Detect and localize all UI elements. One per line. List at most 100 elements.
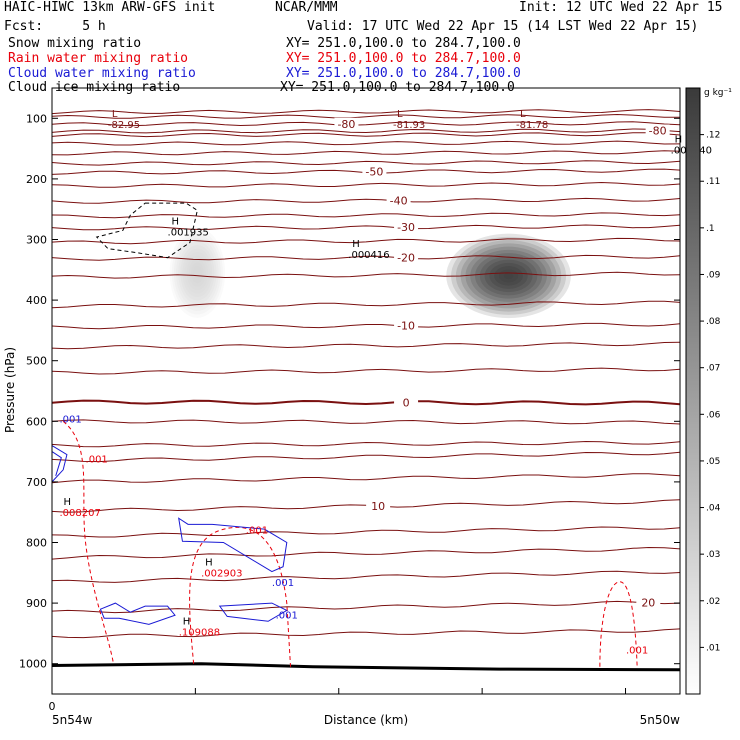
cloudwater-contour-4: [218, 602, 288, 622]
extremum-value-7: .002903: [201, 569, 242, 580]
isotherm-label-2: -50: [365, 166, 383, 179]
isotherm-12: [51, 367, 681, 375]
extremum-letter-3: H: [675, 135, 683, 146]
isotherm-label-bg-2: [362, 165, 387, 177]
y-tick-label-3: 400: [26, 294, 47, 307]
cloudwater-label-0: .001: [59, 415, 81, 426]
isotherm-labeled-4: [51, 224, 681, 231]
isotherm-19: [51, 570, 681, 583]
x-axis-label: Distance (km): [324, 713, 408, 727]
isotherm-label-bg-4: [394, 221, 419, 233]
isotherm-label-8: 10: [371, 500, 385, 513]
isotherm-5: [51, 160, 681, 166]
cloudwater-label-2: .001: [276, 610, 298, 621]
rain-label-0: .001: [86, 455, 108, 466]
isotherm-9: [51, 271, 681, 279]
y-tick-label-9: 1000: [19, 658, 47, 671]
cloud-ice-contour: [95, 202, 198, 259]
extremum-letter-5: H: [352, 239, 360, 250]
cloudwater-contour-2: [178, 517, 288, 573]
isotherm-18: [51, 546, 681, 560]
isotherm-7: [51, 212, 681, 219]
isotherm-20: [51, 628, 681, 639]
colorbar-tick-label-0: .01: [706, 643, 720, 653]
extremum-value-5: .000416: [348, 250, 389, 261]
cloudwater-contour-1: [51, 451, 62, 476]
colorbar: g kg⁻¹ .01 .02 .03 .04 .05 .06 .07 .08 .09 .1 .11.…: [685, 87, 732, 695]
isotherm-11: [51, 341, 681, 350]
isotherm-labeled-9: [51, 600, 681, 614]
init-time: Init: 12 UTC Wed 22 Apr 15: [519, 0, 723, 15]
isotherm-10: [51, 300, 681, 309]
extremum-value-1: -81.93: [393, 120, 425, 131]
extremum-value-0: -82.95: [108, 120, 140, 131]
colorbar-tick-label-4: .05: [706, 457, 720, 467]
rain-contour-1: [189, 526, 292, 667]
colorbar-tick-label-2: .03: [706, 550, 720, 560]
colorbar-tick-label-7: .08: [706, 317, 721, 327]
isotherm-16: [51, 473, 681, 484]
isotherm-labeled-5: [51, 254, 681, 261]
org-label: NCAR/MMM: [275, 0, 338, 15]
extremum-value-2: -81.78: [516, 120, 548, 131]
isotherm-label-1: -80: [649, 124, 667, 137]
cloudwater-contour-3: [99, 602, 176, 625]
colorbar-tick-label-5: .06: [706, 410, 721, 420]
rain-contour-2: [599, 581, 638, 667]
terrain-line: [51, 662, 681, 672]
extremum-value-8: .109088: [179, 627, 220, 638]
isotherm-labeled-3: [51, 197, 681, 204]
isotherm-labeled-0: [51, 121, 681, 127]
field-name-cloudwater: Cloud water mixing ratio: [8, 66, 196, 81]
field-name-snow: Snow mixing ratio: [8, 36, 142, 51]
isotherm-label-9: 20: [641, 596, 655, 609]
extremum-value-4: .001935: [168, 227, 209, 238]
isotherm-label-bg-0: [334, 117, 359, 129]
isotherm-label-bg-5: [394, 251, 419, 263]
field-xy-cloudwater: XY= 251.0,100.0 to 284.7,100.0: [286, 66, 521, 81]
isotherm-label-bg-8: [366, 499, 391, 511]
y-tick-label-0: 100: [26, 112, 47, 125]
isotherm-3: [51, 140, 681, 146]
isotherm-labeled-8: [51, 499, 681, 513]
isotherm-2: [51, 132, 681, 138]
rain-label-1: .001: [246, 525, 268, 536]
colorbar-tick-label-1: .02: [706, 597, 720, 607]
isotherm-4: [51, 150, 681, 156]
isotherm-label-bg-3: [386, 194, 411, 206]
isotherm-label-bg-7: [394, 396, 419, 408]
extremum-letter-6: H: [63, 497, 71, 508]
field-xy-rain: XY= 251.0,100.0 to 284.7,100.0: [286, 51, 521, 66]
colorbar-tick-label-10: .11: [706, 177, 720, 187]
colorbar-tick-label-9: .1: [706, 224, 715, 234]
plot-area: -80-80-50-40-30-20-1001020L-82.95L-81.93…: [51, 109, 712, 672]
colorbar-unit: g kg⁻¹: [704, 88, 732, 98]
isotherm-label-bg-6: [394, 319, 419, 331]
y-tick-label-7: 800: [26, 537, 47, 550]
colorbar-tick-label-11: .12: [706, 131, 720, 141]
isotherm-labeled-1: [51, 128, 681, 134]
y-tick-label-1: 200: [26, 173, 47, 186]
cloudwater-contour-0: [51, 445, 68, 483]
isotherm-6: [51, 181, 681, 188]
isotherm-13: [51, 419, 681, 425]
valid-time: Valid: 17 UTC Wed 22 Apr 15 (14 LST Wed …: [307, 19, 699, 34]
isotherm-label-5: -20: [397, 252, 415, 265]
x-axis: [51, 688, 627, 694]
isotherm-15: [51, 451, 681, 463]
plot-frame: [51, 87, 681, 695]
extremum-letter-0: L: [112, 109, 118, 120]
extremum-letter-7: H: [205, 558, 213, 569]
snow-shade-0-1: [503, 272, 514, 280]
isotherm-labeled-6: [51, 322, 681, 330]
extremum-letter-2: L: [520, 109, 526, 120]
y-tick-label-6: 700: [26, 476, 47, 489]
isotherm-17: [51, 526, 681, 538]
isotherm-label-bg-9: [636, 596, 661, 608]
isotherm-label-3: -40: [390, 195, 408, 208]
isotherm-label-4: -30: [397, 221, 415, 234]
y-tick-label-2: 300: [26, 234, 47, 247]
isotherm-1: [51, 113, 681, 119]
